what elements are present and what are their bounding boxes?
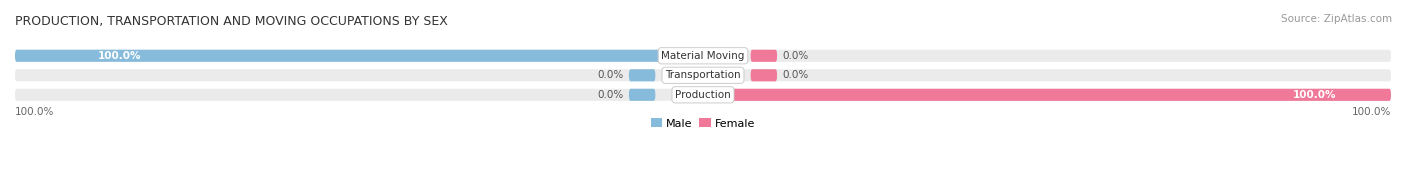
- Text: 100.0%: 100.0%: [1292, 90, 1336, 100]
- FancyBboxPatch shape: [751, 69, 778, 81]
- Legend: Male, Female: Male, Female: [647, 114, 759, 133]
- FancyBboxPatch shape: [751, 50, 778, 62]
- Text: Transportation: Transportation: [665, 70, 741, 80]
- Text: 0.0%: 0.0%: [782, 51, 808, 61]
- Text: Production: Production: [675, 90, 731, 100]
- Text: 0.0%: 0.0%: [782, 70, 808, 80]
- FancyBboxPatch shape: [15, 69, 1391, 81]
- Text: PRODUCTION, TRANSPORTATION AND MOVING OCCUPATIONS BY SEX: PRODUCTION, TRANSPORTATION AND MOVING OC…: [15, 15, 449, 28]
- FancyBboxPatch shape: [15, 50, 1391, 62]
- Text: 0.0%: 0.0%: [598, 90, 624, 100]
- Text: 0.0%: 0.0%: [598, 70, 624, 80]
- FancyBboxPatch shape: [15, 89, 1391, 101]
- FancyBboxPatch shape: [15, 50, 703, 62]
- Text: 100.0%: 100.0%: [1351, 107, 1391, 117]
- Text: Source: ZipAtlas.com: Source: ZipAtlas.com: [1281, 14, 1392, 24]
- Text: Material Moving: Material Moving: [661, 51, 745, 61]
- FancyBboxPatch shape: [628, 69, 655, 81]
- Text: 100.0%: 100.0%: [97, 51, 141, 61]
- Text: 100.0%: 100.0%: [15, 107, 55, 117]
- FancyBboxPatch shape: [628, 89, 655, 101]
- FancyBboxPatch shape: [703, 89, 1391, 101]
